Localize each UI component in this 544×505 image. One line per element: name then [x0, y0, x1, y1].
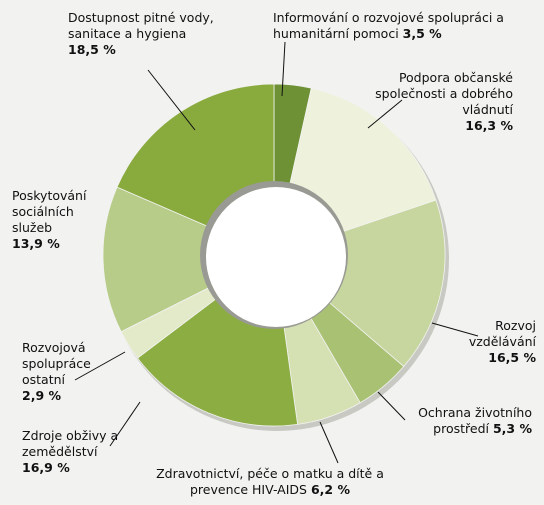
- category-name: Podpora občanské společnosti a dobrého v…: [375, 70, 513, 117]
- leader-line: [147, 69, 196, 131]
- slice-label: Poskytování sociálních služeb 13,9 %: [12, 188, 102, 252]
- category-name: Rozvojová spolupráce ostatní: [22, 340, 91, 387]
- category-name: Poskytování sociálních služeb: [12, 188, 87, 235]
- value-label: 2,9 %: [22, 388, 62, 403]
- leader-line: [431, 322, 479, 337]
- category-name: Informování o rozvojové spolupráci a hum…: [273, 10, 504, 41]
- value-label: 5,3 %: [492, 421, 532, 436]
- value-label: 16,3 %: [465, 118, 513, 133]
- category-name: Zdravotnictví, péče o matku a dítě a pre…: [156, 466, 384, 497]
- category-name: Ochrana životního prostředí: [418, 405, 532, 436]
- slice-label: Ochrana životního prostředí 5,3 %: [390, 405, 532, 437]
- leader-line: [377, 391, 406, 421]
- category-name: Dostupnost pitné vody, sanitace a hygien…: [68, 10, 214, 41]
- value-label: 3,5 %: [402, 26, 442, 41]
- leader-line: [281, 41, 286, 97]
- slice-label: Dostupnost pitné vody, sanitace a hygien…: [68, 10, 243, 58]
- value-label: 18,5 %: [68, 42, 116, 57]
- value-label: 6,2 %: [310, 482, 350, 497]
- value-label: 16,9 %: [22, 460, 70, 475]
- value-label: 13,9 %: [12, 236, 60, 251]
- leader-line: [367, 99, 403, 129]
- slice-label: Informování o rozvojové spolupráci a hum…: [273, 10, 523, 42]
- slice-label: Podpora občanské společnosti a dobrého v…: [370, 70, 513, 134]
- value-label: 16,5 %: [488, 350, 536, 365]
- slice-label: Zdravotnictví, péče o matku a dítě a pre…: [145, 466, 395, 498]
- hole: [206, 187, 346, 327]
- leader-line: [74, 351, 126, 381]
- slice-label: Rozvoj vzdělávání 16,5 %: [440, 318, 536, 366]
- slice-label: Zdroje obživy a zemědělství 16,9 %: [22, 428, 132, 476]
- leaders: [74, 41, 479, 464]
- category-name: Rozvoj vzdělávání: [468, 318, 536, 349]
- category-name: Zdroje obživy a zemědělství: [22, 428, 119, 459]
- leader-line: [319, 421, 339, 464]
- slice-label: Rozvojová spolupráce ostatní 2,9 %: [22, 340, 112, 404]
- leader-line: [109, 401, 141, 447]
